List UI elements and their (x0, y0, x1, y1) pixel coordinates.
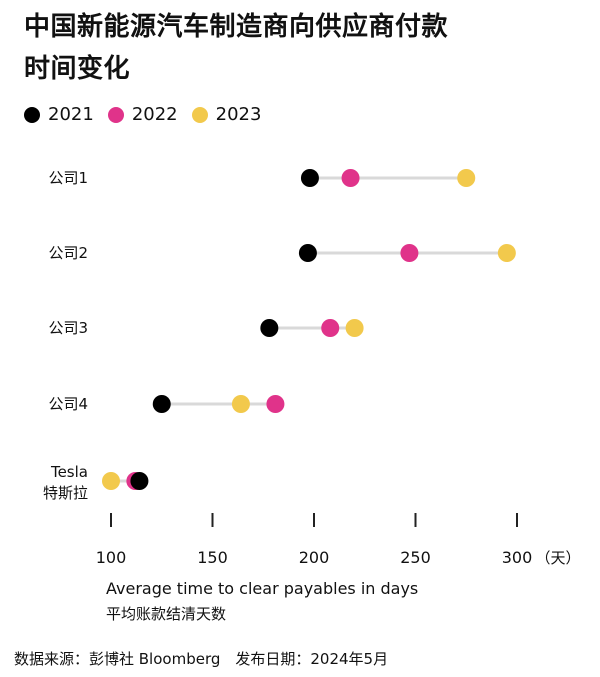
source-note: 数据来源：彭博社 Bloomberg 发布日期：2024年5月 (14, 650, 389, 668)
category-label: 公司1 (48, 169, 88, 187)
data-point-2023 (231, 395, 250, 413)
legend-label-2023: 2023 (215, 104, 262, 125)
legend-item-2021: 2021 (24, 104, 94, 125)
legend-item-2022: 2022 (107, 104, 178, 125)
category-label: 公司4 (48, 395, 88, 413)
data-point-2021 (300, 169, 319, 187)
category-label-secondary: 特斯拉 (43, 484, 88, 502)
legend-dot-2023 (191, 106, 208, 123)
x-tick-label: 300 (502, 548, 533, 567)
x-axis-label: Average time to clear payables in days (106, 579, 419, 598)
x-tick-label: 200 (299, 548, 330, 567)
data-point-2022 (266, 395, 285, 413)
legend-label-2022: 2022 (131, 104, 178, 125)
legend-dot-2021 (24, 106, 40, 123)
x-tick-label: 250 (400, 548, 431, 567)
x-tick-label: 150 (197, 548, 228, 567)
chart-title: 中国新能源汽车制造商向供应商付款 时间变化 (24, 6, 584, 90)
data-point-2021 (298, 244, 317, 262)
x-tick-label: 100 (96, 548, 127, 567)
category-label: 公司3 (48, 319, 88, 337)
legend-item-2023: 2023 (191, 104, 262, 125)
legend-label-2021: 2021 (48, 104, 94, 125)
legend-dot-2022 (107, 106, 124, 123)
category-label: 公司2 (48, 244, 88, 262)
data-point-2022 (341, 169, 360, 187)
x-unit-label: （天） (535, 549, 580, 567)
data-point-2022 (321, 319, 340, 337)
data-point-2023 (102, 472, 120, 490)
data-point-2023 (497, 244, 516, 262)
category-label: Tesla (50, 463, 88, 481)
x-axis-label-cn: 平均账款结清天数 (106, 605, 227, 623)
data-point-2021 (152, 395, 171, 413)
data-point-2023 (457, 169, 476, 187)
data-point-2021 (130, 472, 149, 490)
legend: 2021 2022 2023 (24, 104, 275, 125)
data-point-2023 (345, 319, 364, 337)
data-point-2021 (260, 319, 279, 337)
data-point-2022 (400, 244, 419, 262)
title-line-1: 中国新能源汽车制造商向供应商付款 (24, 12, 449, 42)
title-line-2: 时间变化 (24, 54, 131, 84)
